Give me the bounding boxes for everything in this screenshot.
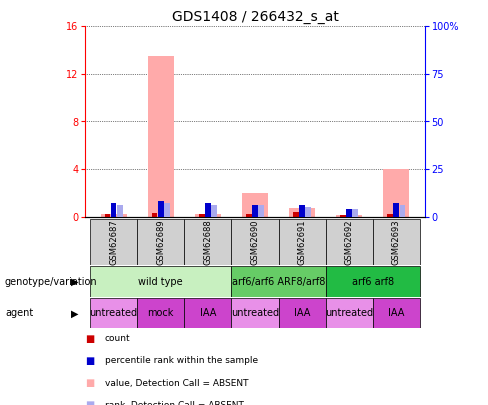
Bar	[231, 266, 325, 297]
Bar	[152, 213, 158, 217]
Bar	[105, 214, 110, 217]
Text: ▶: ▶	[71, 308, 78, 318]
Bar	[325, 266, 420, 297]
Text: arf6 arf8: arf6 arf8	[352, 277, 394, 287]
Bar	[373, 219, 420, 265]
Text: IAA: IAA	[388, 308, 405, 318]
Text: GSM62687: GSM62687	[109, 219, 118, 265]
Bar	[346, 209, 352, 217]
Bar	[90, 298, 137, 328]
Text: percentile rank within the sample: percentile rank within the sample	[105, 356, 258, 365]
Bar	[299, 205, 305, 217]
Bar	[289, 208, 315, 217]
Text: count: count	[105, 334, 131, 343]
Bar	[373, 298, 420, 328]
Bar	[205, 203, 211, 217]
Bar	[158, 201, 163, 217]
Text: untreated: untreated	[90, 308, 138, 318]
Text: arf6/arf6 ARF8/arf8: arf6/arf6 ARF8/arf8	[232, 277, 325, 287]
Bar	[90, 266, 231, 297]
Bar	[279, 298, 325, 328]
Bar	[384, 169, 409, 217]
Bar	[340, 215, 346, 217]
Text: GSM62690: GSM62690	[250, 219, 260, 265]
Text: genotype/variation: genotype/variation	[5, 277, 98, 287]
Bar	[184, 298, 231, 328]
Bar	[137, 219, 184, 265]
Bar	[231, 219, 279, 265]
Bar	[246, 214, 252, 217]
Bar	[117, 205, 122, 217]
Bar	[195, 214, 221, 217]
Bar	[400, 205, 405, 217]
Text: ▶: ▶	[71, 277, 78, 287]
Text: GSM62691: GSM62691	[298, 219, 306, 265]
Title: GDS1408 / 266432_s_at: GDS1408 / 266432_s_at	[172, 10, 338, 24]
Bar	[393, 203, 399, 217]
Text: untreated: untreated	[231, 308, 279, 318]
Text: untreated: untreated	[325, 308, 373, 318]
Bar	[293, 212, 299, 217]
Text: GSM62689: GSM62689	[156, 219, 165, 265]
Text: ■: ■	[85, 334, 95, 343]
Text: GSM62693: GSM62693	[392, 219, 401, 265]
Bar	[325, 298, 373, 328]
Text: value, Detection Call = ABSENT: value, Detection Call = ABSENT	[105, 379, 248, 388]
Bar	[164, 203, 170, 217]
Bar	[305, 207, 311, 217]
Bar	[258, 205, 264, 217]
Bar	[211, 205, 217, 217]
Bar	[101, 214, 126, 217]
Text: rank, Detection Call = ABSENT: rank, Detection Call = ABSENT	[105, 401, 244, 405]
Bar	[325, 219, 373, 265]
Text: wild type: wild type	[139, 277, 183, 287]
Bar	[184, 219, 231, 265]
Bar	[336, 215, 362, 217]
Bar	[90, 219, 137, 265]
Text: GSM62688: GSM62688	[203, 219, 212, 265]
Text: ■: ■	[85, 356, 95, 366]
Bar	[199, 214, 204, 217]
Text: IAA: IAA	[200, 308, 216, 318]
Bar	[231, 298, 279, 328]
Bar	[352, 209, 358, 217]
Bar	[242, 193, 268, 217]
Bar	[252, 205, 258, 217]
Bar	[111, 203, 117, 217]
Text: ■: ■	[85, 401, 95, 405]
Text: ■: ■	[85, 378, 95, 388]
Bar	[279, 219, 325, 265]
Text: agent: agent	[5, 308, 33, 318]
Bar	[387, 214, 393, 217]
Text: mock: mock	[147, 308, 174, 318]
Text: GSM62692: GSM62692	[345, 219, 354, 265]
Text: IAA: IAA	[294, 308, 310, 318]
Bar	[137, 298, 184, 328]
Bar	[148, 56, 174, 217]
